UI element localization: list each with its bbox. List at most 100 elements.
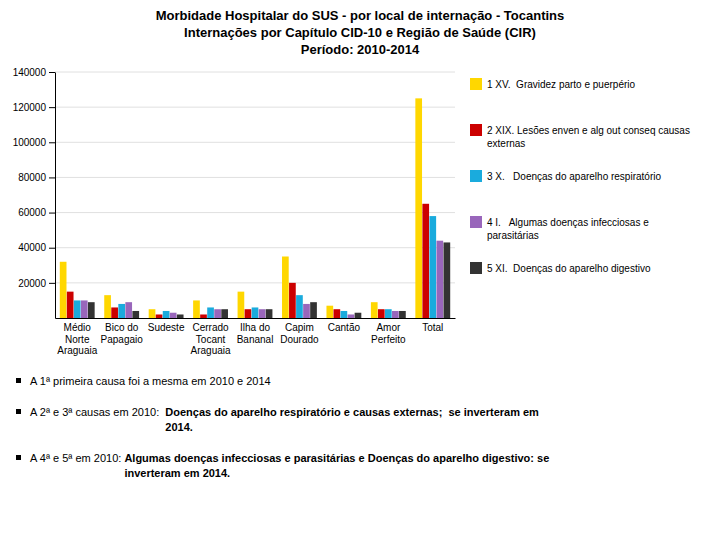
tick-label: Cantão xyxy=(328,322,361,333)
bar xyxy=(111,307,118,318)
legend-item: 5 XI. Doenças do aparelho digestivo xyxy=(470,262,651,274)
tick-label: AmorPerfeito xyxy=(371,322,406,345)
tick: AmorPerfeito xyxy=(371,322,406,345)
annotation: A 2ª e 3ª causas em 2010: xyxy=(30,406,165,418)
bar xyxy=(415,98,422,318)
bar xyxy=(259,309,266,318)
bar xyxy=(60,262,67,318)
tick-label: 40000 xyxy=(18,242,46,253)
grid-line xyxy=(55,142,455,143)
legend-label: 4 I. Algumas doenças infecciosas eparasi… xyxy=(487,217,649,241)
tick-mark xyxy=(49,142,55,143)
bar xyxy=(341,311,348,318)
bar xyxy=(104,295,111,318)
tick: 40000 xyxy=(18,242,55,253)
tick: Cantão xyxy=(328,322,361,333)
grid-line xyxy=(55,107,455,108)
tick: 60000 xyxy=(18,207,55,218)
bullet xyxy=(16,455,21,460)
tick: 20000 xyxy=(18,278,55,289)
bar xyxy=(177,314,184,318)
bar xyxy=(436,241,443,318)
bar xyxy=(170,313,177,318)
bullet xyxy=(16,409,21,414)
bar xyxy=(163,311,170,318)
tick: 120000 xyxy=(13,102,55,113)
bars xyxy=(60,98,450,318)
legend-swatch xyxy=(470,124,482,136)
bar xyxy=(214,309,221,318)
legend-item: 4 I. Algumas doenças infecciosas eparasi… xyxy=(470,216,649,241)
chart: Morbidade Hospitalar do SUS - por local … xyxy=(0,0,720,540)
grid-line xyxy=(55,72,455,73)
tick-label: CerradoTocantAraguaia xyxy=(191,322,231,356)
bar xyxy=(149,309,156,318)
tick-label: Total xyxy=(422,322,443,333)
tick: MédioNorteAraguaia xyxy=(57,322,97,356)
annotations: A 1ª primeira causa foi a mesma em 2010 … xyxy=(16,375,549,479)
tick-mark xyxy=(49,248,55,249)
tick-mark xyxy=(49,177,55,178)
bar xyxy=(118,304,125,318)
annotation: A 4ª e 5ª em 2010: xyxy=(30,452,124,464)
tick-label: Ilha doBananal xyxy=(237,322,274,345)
y-axis: 20000 40000 60000 80000 100000 120000 140000 xyxy=(13,67,56,319)
series xyxy=(88,242,450,318)
annotation-bold: Doenças do aparelho respiratório e causa… xyxy=(165,406,539,433)
bar xyxy=(245,309,252,318)
bar xyxy=(81,300,88,318)
annotation-bold: Algumas doenças infecciosas e parasitári… xyxy=(124,452,549,479)
legend-swatch xyxy=(470,78,482,90)
title: Morbidade Hospitalar do SUS - por local … xyxy=(156,8,565,23)
series xyxy=(67,204,429,318)
tick-label: 20000 xyxy=(18,278,46,289)
bar xyxy=(296,295,303,318)
tick: Total xyxy=(422,322,443,333)
bar xyxy=(334,309,341,318)
bullet xyxy=(16,378,21,383)
bar xyxy=(310,302,317,318)
bar xyxy=(289,283,296,318)
tick-mark xyxy=(49,283,55,284)
bar xyxy=(371,302,378,318)
tick-label: Bico doPapagaio xyxy=(101,322,144,345)
legend-label: 1 XV. Gravidez parto e puerpério xyxy=(487,79,635,90)
bar xyxy=(125,302,132,318)
bar xyxy=(392,311,399,318)
bar xyxy=(444,242,451,318)
legend-swatch xyxy=(470,262,482,274)
tick-mark xyxy=(49,72,55,73)
legend-label: 5 XI. Doenças do aparelho digestivo xyxy=(487,263,651,274)
legend: 1 XV. Gravidez parto e puerpério 2 XIX. L… xyxy=(470,78,690,274)
bar xyxy=(429,216,436,318)
bar xyxy=(378,309,385,318)
legend-label: 3 X. Doenças do aparelho respiratório xyxy=(487,171,661,182)
tick-label: 140000 xyxy=(13,67,47,78)
legend-label: 2 XIX. Lesões enven e alg out conseq cau… xyxy=(487,125,690,149)
tick-label: 80000 xyxy=(18,172,46,183)
tick-label: 100000 xyxy=(13,137,47,148)
legend-item: 2 XIX. Lesões enven e alg out conseq cau… xyxy=(470,124,690,149)
tick: 100000 xyxy=(13,137,55,148)
tick: CapimDourado xyxy=(280,322,319,345)
bar xyxy=(252,307,259,318)
bar xyxy=(67,292,74,318)
tick: Bico doPapagaio xyxy=(101,322,144,345)
tick-label: Sudeste xyxy=(148,322,185,333)
bar xyxy=(88,302,95,318)
axis-line xyxy=(56,318,456,319)
bar xyxy=(221,309,228,318)
legend-item: 3 X. Doenças do aparelho respiratório xyxy=(470,170,661,182)
tick: Ilha doBananal xyxy=(237,322,274,345)
bar xyxy=(399,311,406,318)
tick-mark xyxy=(49,213,55,214)
tick: Sudeste xyxy=(148,322,185,333)
grid xyxy=(55,72,455,283)
grid-line xyxy=(55,282,455,283)
tick-label: CapimDourado xyxy=(280,322,319,345)
bar xyxy=(156,314,163,318)
bar xyxy=(326,306,333,318)
bar xyxy=(193,300,200,318)
grid-line xyxy=(55,212,455,213)
bar xyxy=(422,204,429,318)
